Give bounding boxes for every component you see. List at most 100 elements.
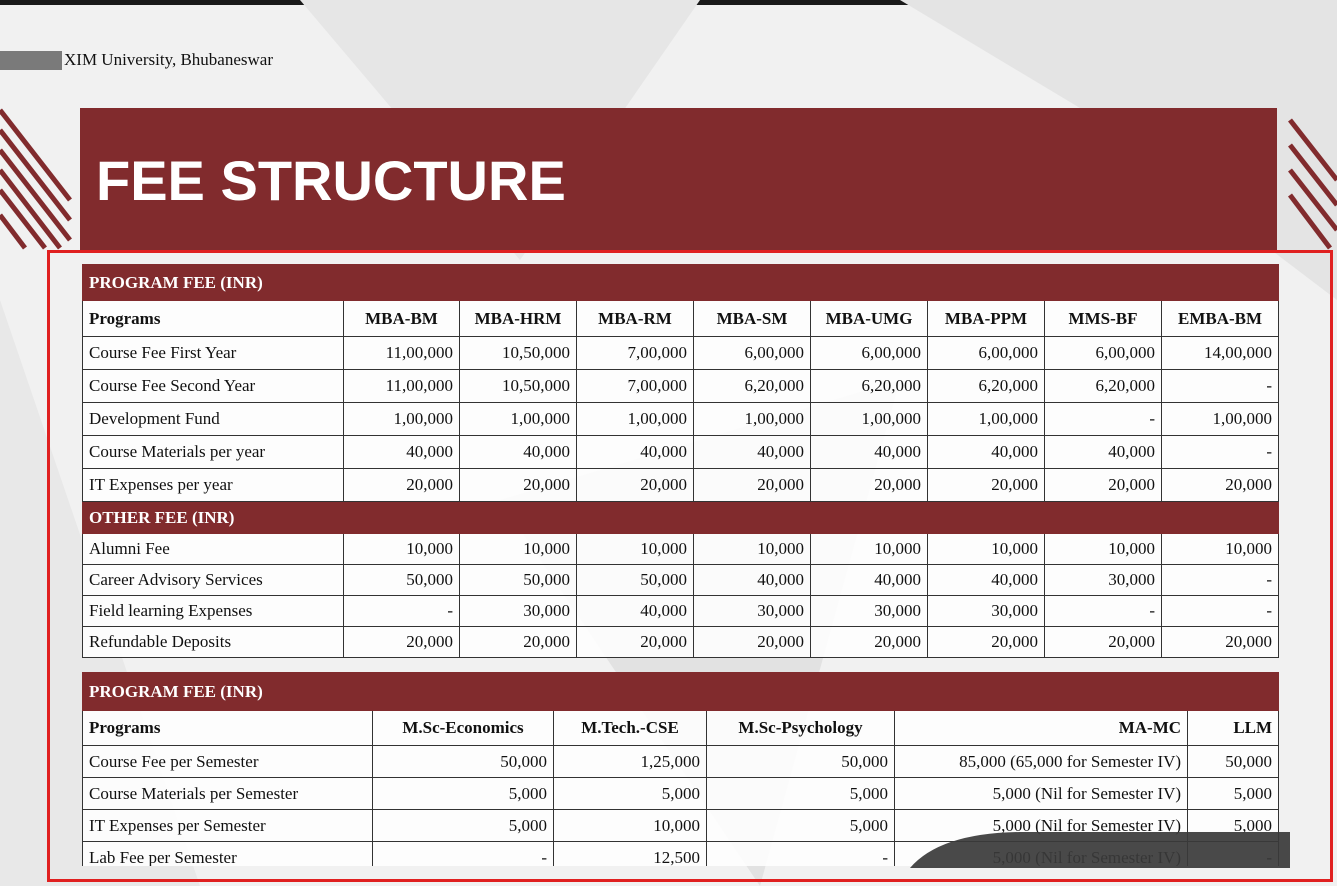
cell: 10,000 (459, 533, 577, 565)
cell: 20,000 (693, 626, 811, 658)
row: Course Fee per Semester 50,000 1,25,000 50,… (82, 745, 1280, 778)
cell: 20,000 (927, 626, 1045, 658)
cell: 20,000 (1044, 468, 1162, 502)
highlight-box (47, 250, 1333, 882)
row: IT Expenses per year 20,000 20,000 20,000 20… (82, 468, 1280, 502)
column-header: Programs (82, 710, 373, 746)
cell: 20,000 (576, 626, 694, 658)
cell: 11,00,000 (343, 369, 460, 403)
cell: 1,25,000 (553, 745, 707, 778)
cell: 12,500 (553, 841, 707, 866)
page-title: FEE STRUCTURE (96, 149, 566, 212)
column-header: M.Tech.-CSE (553, 710, 707, 746)
cell: 6,20,000 (693, 369, 811, 403)
cell: 20,000 (927, 468, 1045, 502)
cell: 6,20,000 (810, 369, 928, 403)
cell: 5,000 (372, 809, 554, 842)
section-title: PROGRAM FEE (INR) (81, 264, 1280, 301)
cell: - (1044, 595, 1162, 627)
cell: 40,000 (927, 564, 1045, 596)
cell: 30,000 (693, 595, 811, 627)
cell: 10,50,000 (459, 369, 577, 403)
cell: 1,00,000 (693, 402, 811, 436)
cell: 10,50,000 (459, 336, 577, 370)
cell: 85,000 (65,000 for Semester IV) (893, 745, 1189, 778)
cell: 30,000 (1044, 564, 1162, 596)
cell: - (1160, 435, 1280, 469)
cell: Course Fee per Semester (82, 745, 373, 778)
cell: 10,000 (810, 533, 928, 565)
overlay-shape (910, 832, 1290, 868)
cell: 20,000 (1160, 468, 1280, 502)
column-header: MBA-SM (693, 300, 811, 337)
cell: Career Advisory Services (82, 564, 344, 596)
column-header: MBA-UMG (810, 300, 928, 337)
cell: Course Fee Second Year (82, 369, 344, 403)
cell: 50,000 (343, 564, 460, 596)
cell: - (1044, 402, 1162, 436)
cell: 20,000 (810, 468, 928, 502)
cell: Lab Fee per Semester (82, 841, 373, 866)
cell: 7,00,000 (576, 336, 694, 370)
row: Programs MBA-BM MBA-HRM MBA-RM MBA-SM MBA-UMG… (82, 300, 1280, 337)
cell: 1,00,000 (927, 402, 1045, 436)
column-header: MBA-PPM (927, 300, 1045, 337)
cell: 10,000 (927, 533, 1045, 565)
cell: 50,000 (459, 564, 577, 596)
cell: 5,000 (553, 777, 707, 810)
cell: 50,000 (372, 745, 554, 778)
cell: 10,000 (1044, 533, 1162, 565)
cell: 40,000 (693, 435, 811, 469)
cell: 1,00,000 (576, 402, 694, 436)
cell: 20,000 (576, 468, 694, 502)
cell: 10,000 (343, 533, 460, 565)
cell: 50,000 (706, 745, 895, 778)
section-title: PROGRAM FEE (INR) (82, 672, 1189, 711)
cell: 20,000 (1044, 626, 1162, 658)
institution: XIM University, Bhubaneswar (64, 50, 273, 69)
cell: 40,000 (927, 435, 1045, 469)
cell: 40,000 (459, 435, 577, 469)
cell: 5,000 (706, 777, 895, 810)
cell: 6,00,000 (810, 336, 928, 370)
section-row: PROGRAM FEE (INR) (81, 264, 1280, 301)
cell: 30,000 (810, 595, 928, 627)
cell: 1,00,000 (459, 402, 577, 436)
cell: 6,20,000 (1044, 369, 1162, 403)
cell: - (1160, 564, 1280, 596)
cell: 1,00,000 (1160, 402, 1280, 436)
cell: 20,000 (343, 626, 460, 658)
cell: Course Materials per Semester (82, 777, 373, 810)
column-header: EMBA-BM (1160, 300, 1280, 337)
cell: 40,000 (693, 564, 811, 596)
cell: Field learning Expenses (82, 595, 344, 627)
row: Refundable Deposits 20,000 20,000 20,000 20,… (82, 626, 1280, 658)
fee-table: PROGRAM FEE (INR) Programs M.Sc-Economics M… (82, 672, 1280, 866)
cell: Alumni Fee (82, 533, 344, 565)
row: IT Expenses per Semester 5,000 10,000 5,000… (82, 809, 1280, 842)
row: Course Materials per year 40,000 40,000 40,… (82, 435, 1280, 469)
cell: 40,000 (810, 435, 928, 469)
cell: 6,00,000 (927, 336, 1045, 370)
cell: 20,000 (1160, 626, 1280, 658)
table-wrap: PROGRAM FEE (INR) Programs M.Sc-Economics M… (82, 672, 1282, 866)
cell: 20,000 (343, 468, 460, 502)
column-header: MBA-HRM (459, 300, 577, 337)
cell: - (1160, 369, 1280, 403)
column-header: Programs (82, 300, 344, 337)
cell: 14,00,000 (1160, 336, 1280, 370)
cell: 40,000 (576, 595, 694, 627)
cell: 40,000 (1044, 435, 1162, 469)
cell: 20,000 (810, 626, 928, 658)
column-header: MMS-BF (1044, 300, 1162, 337)
cell: 5,000 (Nil for Semester IV) (893, 777, 1189, 810)
cell: 5,000 (372, 777, 554, 810)
cell: 20,000 (459, 468, 577, 502)
fee-table: PROGRAM FEE (INR) Programs MBA-BM MBA-HRM MB… (81, 264, 1280, 658)
cell: 10,000 (1160, 533, 1280, 565)
cell: 6,20,000 (927, 369, 1045, 403)
tbody: PROGRAM FEE (INR) Programs MBA-BM MBA-HRM MB… (81, 264, 1280, 658)
column-header: MA-MC (893, 710, 1189, 746)
row: Alumni Fee 10,000 10,000 10,000 10,000 10,000… (82, 533, 1280, 565)
